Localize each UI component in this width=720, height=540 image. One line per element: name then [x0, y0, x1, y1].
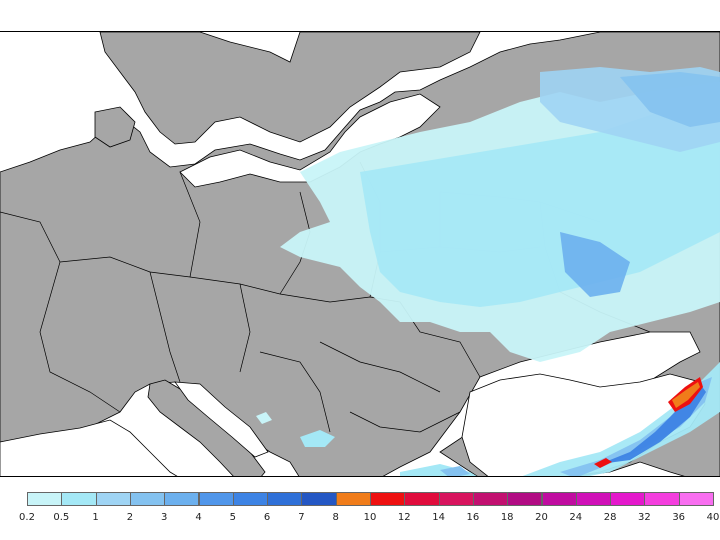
precip-band-3 — [620, 72, 720, 127]
legend-tick-label: 20 — [535, 512, 548, 523]
legend-tick-label: 32 — [638, 512, 651, 523]
legend-tick-label: 2 — [126, 512, 134, 523]
legend-tick-label: 7 — [298, 512, 305, 523]
legend-swatch — [678, 492, 714, 506]
adriatic-sea — [174, 381, 269, 458]
precip-balkan-3 — [440, 466, 470, 476]
precip-balkan-4 — [256, 412, 272, 424]
legend-swatch — [61, 492, 97, 506]
precip-balkan-1 — [300, 430, 335, 447]
legend-swatch — [575, 492, 612, 506]
precipitation-legend: 0.2 0.5 1 2 3 4 5 6 7 8 10 12 14 16 18 20 24 28 32 36 40 — [0, 485, 720, 540]
legend-swatch — [267, 492, 303, 506]
precip-band-1 — [360, 102, 720, 307]
legend-swatch — [335, 492, 371, 506]
mediterranean-sea — [0, 419, 178, 476]
legend-swatch — [438, 492, 474, 506]
legend-swatch — [129, 492, 166, 506]
precip-band-4 — [560, 232, 630, 297]
legend-swatch — [404, 492, 440, 506]
legend-tick-label: 40 — [706, 512, 720, 523]
legend-tick-label: 14 — [432, 512, 445, 523]
precip-peak-2 — [594, 458, 612, 468]
legend-tick-label: 36 — [672, 512, 686, 523]
legend-tick-label: 0.2 — [19, 512, 35, 523]
legend-tick-label: 0.5 — [53, 512, 70, 523]
legend-tick-label: 1 — [92, 512, 99, 523]
legend-tick-label: 12 — [397, 512, 411, 523]
legend-tick-label: 28 — [603, 512, 617, 523]
legend-tick-label: 6 — [263, 512, 271, 523]
legend-swatch — [610, 492, 646, 506]
legend-tick-label: 8 — [332, 512, 339, 523]
precipitation-overlay — [256, 67, 720, 476]
legend-swatch — [198, 492, 234, 506]
baltic-sea — [179, 93, 441, 188]
precip-peak-1-edge — [672, 382, 700, 408]
legend-tick-label: 4 — [195, 512, 202, 523]
legend-tick-label: 24 — [569, 512, 583, 523]
legend-tick-label: 10 — [363, 512, 377, 523]
scandinavia-land — [99, 32, 481, 145]
legend-swatch — [164, 492, 200, 506]
map-area — [0, 31, 720, 477]
legend-tick-label: 3 — [161, 512, 168, 523]
legend-tick-label: 18 — [500, 512, 514, 523]
legend-swatch — [541, 492, 577, 506]
legend-tick-label: 5 — [229, 512, 236, 523]
legend-swatch — [95, 492, 131, 506]
legend-swatch — [472, 492, 509, 506]
legend-tick-label: 16 — [466, 512, 480, 523]
legend-swatch — [301, 492, 337, 506]
legend-swatch — [27, 492, 63, 506]
denmark-land — [94, 106, 136, 148]
legend-swatch — [507, 492, 543, 506]
legend-swatch — [644, 492, 680, 506]
precipitation-map — [0, 32, 720, 476]
legend-swatch — [370, 492, 406, 506]
legend-swatch — [232, 492, 269, 506]
